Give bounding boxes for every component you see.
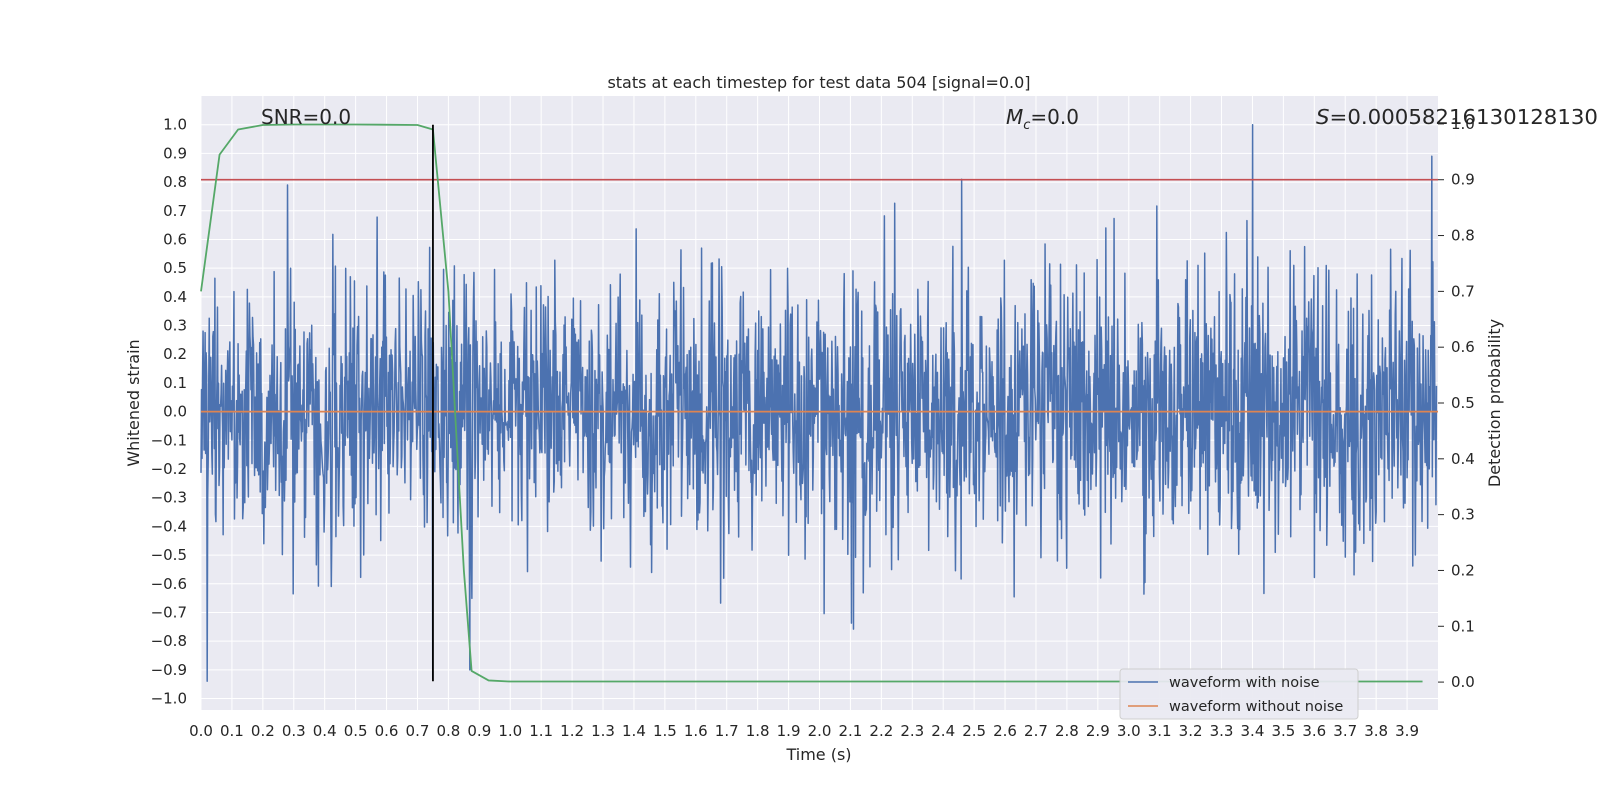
x-tick-label: 2.8 [1055, 722, 1079, 740]
x-tick-label: 0.6 [375, 722, 399, 740]
y-left-tick-label: 0.4 [163, 288, 187, 306]
x-tick-label: 0.0 [189, 722, 213, 740]
chirp-mass-annotation: Mc=0.0 [1006, 105, 1079, 133]
y-right-tick-label: 0.9 [1451, 171, 1475, 189]
mc-symbol: M [1006, 105, 1023, 129]
x-tick-label: 1.2 [560, 722, 584, 740]
x-tick-label: 2.7 [1024, 722, 1048, 740]
x-tick-label: 0.8 [436, 722, 460, 740]
y-left-tick-label: 0.2 [163, 345, 187, 363]
y-left-tick-label: −0.8 [151, 632, 187, 650]
y-right-tick-label: 0.1 [1451, 617, 1475, 635]
y-right-tick-label: 0.6 [1451, 338, 1475, 356]
chart-title: stats at each timestep for test data 504… [607, 73, 1030, 92]
y-left-tick-label: 0.9 [163, 144, 187, 162]
y-right-tick-label: 0.2 [1451, 561, 1475, 579]
legend-label-noise: waveform with noise [1169, 675, 1320, 691]
series-detection-probability [200, 123, 1438, 683]
x-tick-label: 3.6 [1302, 722, 1326, 740]
y-right-tick-label: 1.0 [1451, 115, 1475, 133]
x-tick-label: 3.4 [1241, 722, 1265, 740]
y-left-tick-label: −0.9 [151, 661, 187, 679]
x-tick-label: 1.0 [498, 722, 522, 740]
x-tick-label: 3.1 [1148, 722, 1172, 740]
x-tick-label: 0.3 [282, 722, 306, 740]
y-right-tick-labels: 1.0 0.9 0.8 0.7 0.6 0.5 0.4 0.3 0.2 0.1 0.0 [1438, 115, 1475, 691]
x-tick-label: 3.7 [1333, 722, 1357, 740]
x-tick-label: 3.9 [1395, 722, 1419, 740]
x-tick-label: 0.9 [467, 722, 491, 740]
x-tick-label: 3.8 [1364, 722, 1388, 740]
y-right-tick-label: 0.5 [1451, 394, 1475, 412]
y-axis-label-left: Whitened strain [124, 339, 143, 466]
x-tick-label: 2.4 [931, 722, 955, 740]
legend-label-clean: waveform without noise [1169, 699, 1343, 715]
snr-annotation: SNR=0.0 [261, 105, 351, 129]
y-left-tick-label: 0.8 [163, 173, 187, 191]
x-tick-label: 1.4 [622, 722, 646, 740]
x-tick-label: 1.1 [529, 722, 553, 740]
y-left-tick-label: −0.2 [151, 460, 187, 478]
x-tick-label: 0.7 [406, 722, 430, 740]
s-annotation: S=0.00058216130128130 [1316, 105, 1598, 129]
mc-value: =0.0 [1030, 105, 1079, 129]
y-left-tick-label: −0.4 [151, 517, 187, 535]
x-tick-label: 2.9 [1086, 722, 1110, 740]
x-tick-label: 2.2 [869, 722, 893, 740]
x-tick-label: 2.3 [900, 722, 924, 740]
y-right-tick-label: 0.7 [1451, 282, 1475, 300]
legend-box [1119, 668, 1359, 720]
y-left-tick-label: 0.6 [163, 230, 187, 248]
y-right-tick-label: 0.0 [1451, 673, 1475, 691]
y-right-tick-label: 0.4 [1451, 450, 1475, 468]
s-symbol: S [1316, 105, 1330, 129]
x-tick-labels: 0.0 0.1 0.2 0.3 0.4 0.5 0.6 0.7 0.8 0.9 1.0 1.1 1.2 1… [189, 722, 1419, 740]
y-right-tick-label: 0.8 [1451, 227, 1475, 245]
series-waveform-with-noise [200, 123, 1438, 683]
noise-waveform-line [200, 123, 1438, 683]
y-left-tick-label: 0.0 [163, 403, 187, 421]
x-tick-label: 0.4 [313, 722, 337, 740]
y-left-tick-label: 0.3 [163, 317, 187, 335]
y-right-tick-label: 0.3 [1451, 506, 1475, 524]
x-tick-label: 3.2 [1179, 722, 1203, 740]
y-left-tick-label: −0.7 [151, 603, 187, 621]
x-tick-label: 2.6 [993, 722, 1017, 740]
y-left-tick-label: −0.3 [151, 489, 187, 507]
x-tick-label: 3.0 [1117, 722, 1141, 740]
y-left-tick-label: −0.1 [151, 431, 187, 449]
probability-line [200, 123, 1423, 683]
x-tick-label: 1.3 [591, 722, 615, 740]
x-tick-label: 2.0 [808, 722, 832, 740]
x-axis-label: Time (s) [785, 745, 851, 764]
x-tick-label: 1.5 [653, 722, 677, 740]
x-tick-label: 3.3 [1210, 722, 1234, 740]
mc-subscript: c [1023, 118, 1030, 133]
x-tick-label: 0.1 [220, 722, 244, 740]
x-tick-label: 1.6 [684, 722, 708, 740]
x-tick-label: 1.8 [746, 722, 770, 740]
y-left-tick-label: −0.6 [151, 575, 187, 593]
legend: waveform with noise waveform without noi… [1119, 668, 1359, 720]
y-left-tick-label: 1.0 [163, 116, 187, 134]
y-axis-label-right: Detection probability [1485, 319, 1504, 487]
y-left-tick-label: −0.5 [151, 546, 187, 564]
x-tick-label: 2.1 [838, 722, 862, 740]
y-left-tick-label: 0.1 [163, 374, 187, 392]
x-tick-label: 2.5 [962, 722, 986, 740]
y-left-tick-label: 0.7 [163, 202, 187, 220]
x-tick-label: 1.9 [777, 722, 801, 740]
x-tick-label: 3.5 [1271, 722, 1295, 740]
x-tick-label: 0.5 [344, 722, 368, 740]
x-tick-label: 1.7 [715, 722, 739, 740]
s-value: =0.00058216130128130 [1330, 105, 1598, 129]
y-left-tick-labels: 1.0 0.9 0.8 0.7 0.6 0.5 0.4 0.3 0.2 0.1 0.0 −0.1 −0.… [151, 116, 187, 708]
y-left-tick-label: 0.5 [163, 259, 187, 277]
x-tick-label: 0.2 [251, 722, 275, 740]
y-left-tick-label: −1.0 [151, 690, 187, 708]
